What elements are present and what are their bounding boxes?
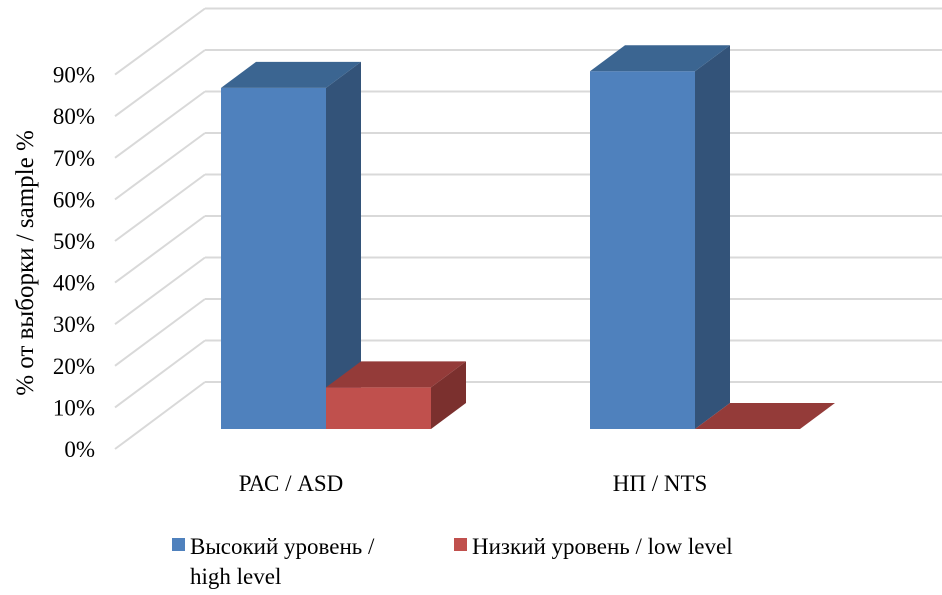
y-tick-label: 0% <box>64 437 95 462</box>
x-category-label: НП / NTS <box>613 471 708 496</box>
bar-top <box>590 45 730 72</box>
legend-label: Высокий уровень / <box>190 534 375 559</box>
y-tick-label: 20% <box>53 354 95 379</box>
gridline-side <box>114 339 206 409</box>
y-tick-label: 10% <box>53 395 95 420</box>
y-tick-label: 50% <box>53 229 95 254</box>
legend-label: high level <box>190 564 281 589</box>
gridline-side <box>114 132 206 201</box>
y-tick-label: 30% <box>53 312 95 337</box>
gridline-side <box>114 49 206 118</box>
bar-top <box>695 403 835 429</box>
bar-side <box>326 61 361 429</box>
legend-swatch <box>454 538 467 551</box>
y-tick-label: 40% <box>53 271 95 296</box>
gridline-side <box>114 7 206 76</box>
bar-side <box>431 361 466 429</box>
bar-front <box>221 87 326 429</box>
gridline-side <box>114 381 206 450</box>
gridline-side <box>114 215 206 284</box>
gridline-side <box>114 256 206 326</box>
gridline-side <box>114 298 206 367</box>
y-tick-label: 70% <box>53 146 95 171</box>
bar-front <box>326 387 431 429</box>
bar-front <box>590 71 695 430</box>
x-category-label: РАС / ASD <box>239 471 344 496</box>
y-axis-title: % от выборки / sample % <box>12 130 39 396</box>
bar-side <box>695 45 730 430</box>
bar-top <box>221 61 361 88</box>
gridline-side <box>114 90 206 159</box>
y-tick-label: 80% <box>53 104 95 129</box>
y-tick-label: 60% <box>53 187 95 212</box>
y-tick-label: 90% <box>53 63 95 88</box>
gridline-side <box>114 173 206 242</box>
legend-swatch <box>172 538 185 551</box>
bar-top <box>326 361 466 388</box>
legend-label: Низкий уровень / low level <box>472 534 733 559</box>
